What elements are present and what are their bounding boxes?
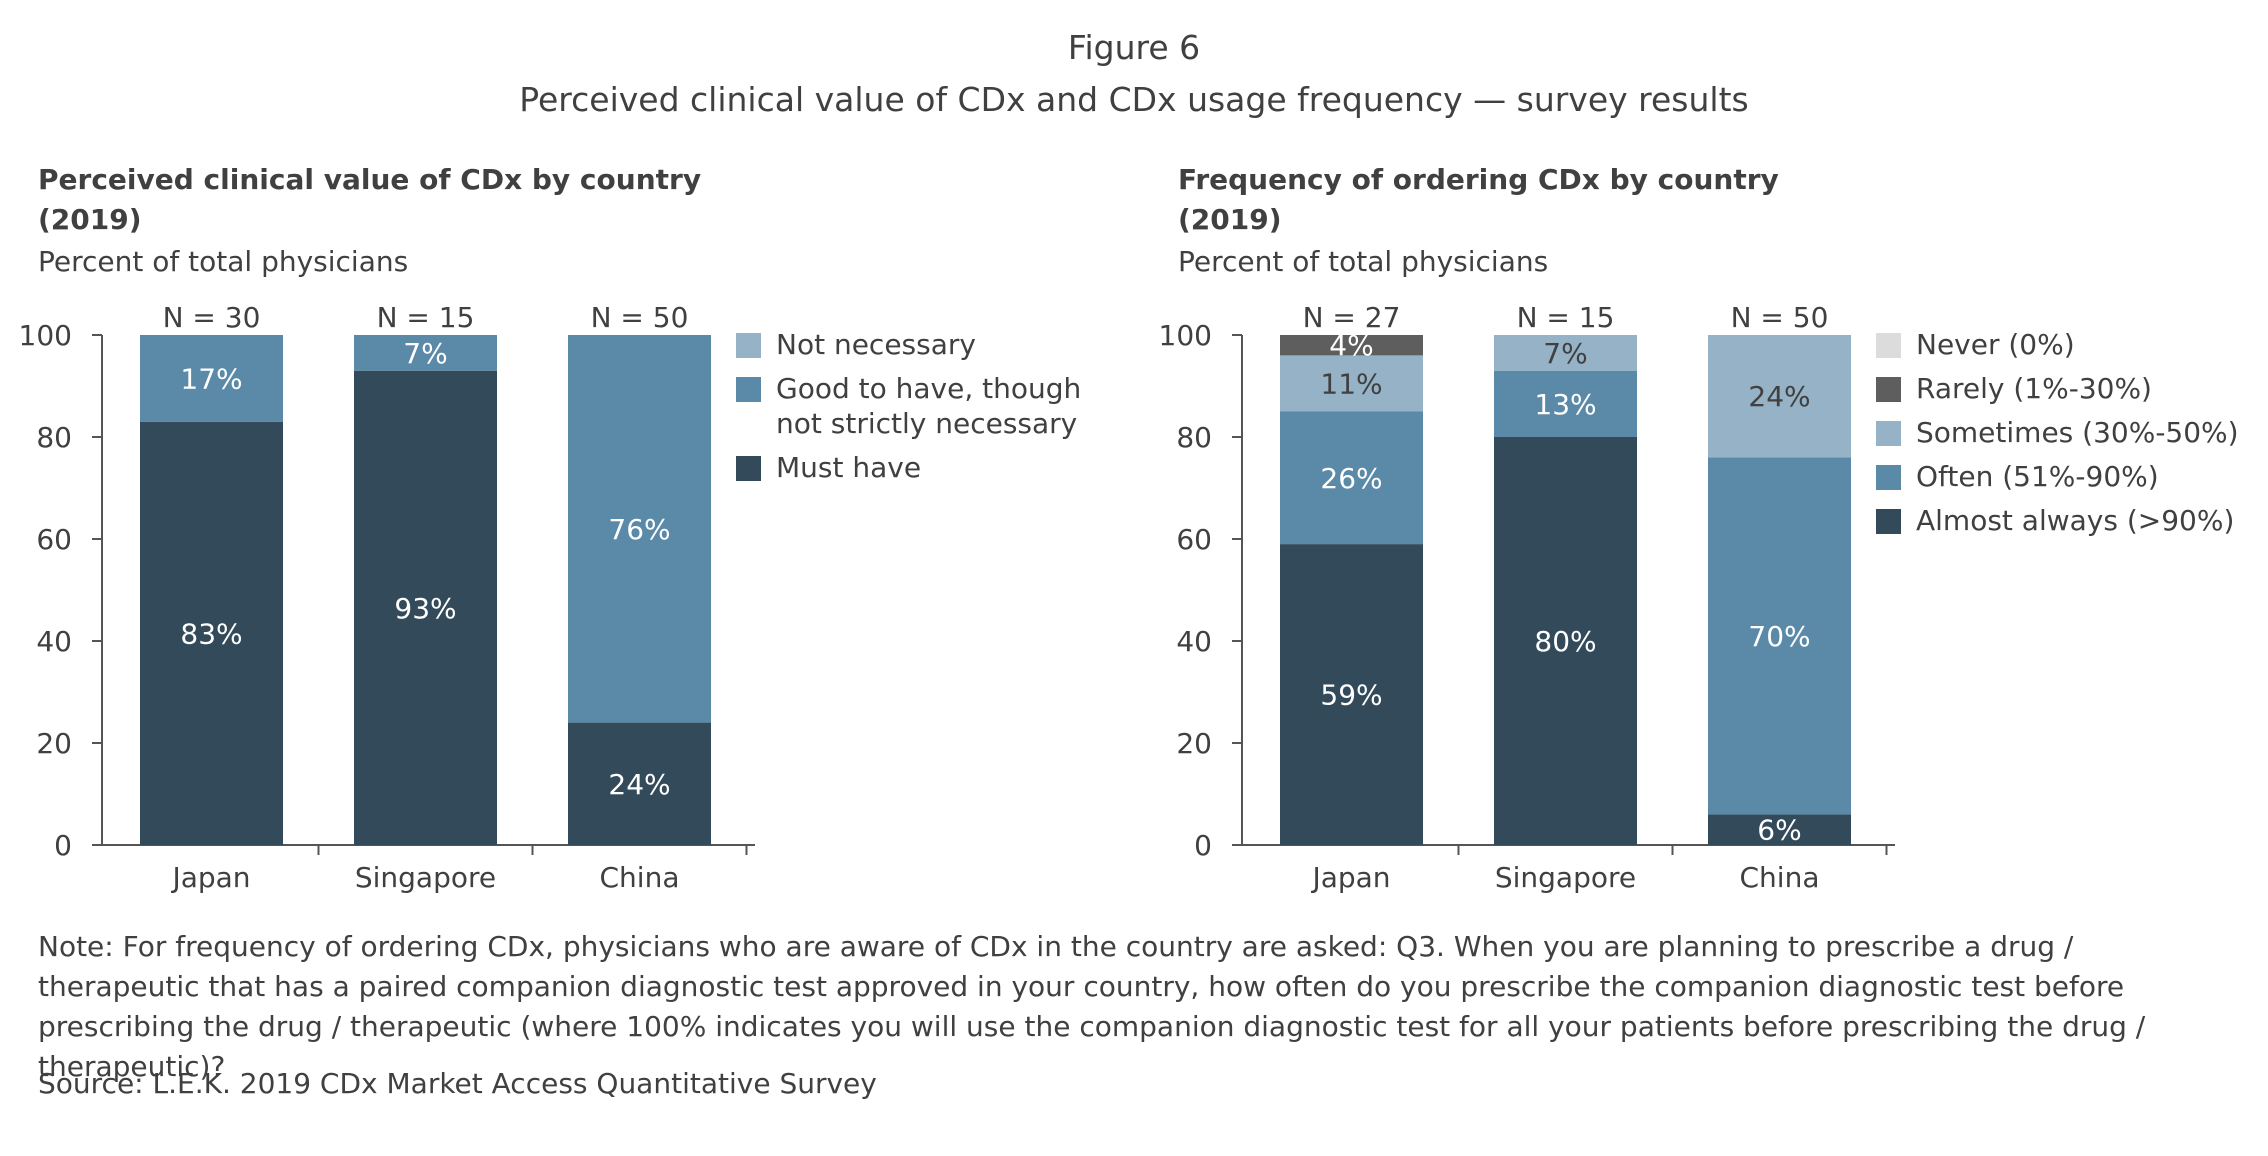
data-label-japan-4: 4% [1329, 329, 1373, 362]
y-tick-label: 60 [36, 523, 72, 556]
right-stacked-bar-chart: 0 20 40 60 80 100 59% 26% 11% 4%N = 27 Japan 80% 13%… [1159, 301, 2239, 894]
x-category-label: Japan [170, 861, 250, 894]
chart-1-plot: 0 20 40 60 80 100 83% 17% N = 30 Japan 93% 7%N = 15… [19, 301, 755, 894]
y-tick-label: 100 [1159, 319, 1212, 352]
legend-label: Good to have, though [776, 372, 1081, 405]
legend-label: Sometimes (30%-50%) [1916, 416, 2239, 449]
chart-2-plot: 0 20 40 60 80 100 59% 26% 11% 4%N = 27 Japan 80% 13%… [1159, 301, 1895, 894]
figure-source: Source: L.E.K. 2019 CDx Market Access Qu… [38, 1067, 877, 1100]
data-label-japan-2: 17% [180, 362, 242, 395]
sample-size-label: N = 30 [163, 301, 261, 334]
y-tick-label: 100 [19, 319, 72, 352]
y-tick-label: 40 [36, 625, 72, 658]
bar-segment-singapore-2 [354, 335, 497, 371]
sample-size-label: N = 50 [1731, 301, 1829, 334]
data-label-singapore-3: 7% [1543, 337, 1587, 370]
data-label-singapore-2: 13% [1534, 388, 1596, 421]
y-tick-label: 80 [36, 421, 72, 454]
sample-size-label: N = 15 [377, 301, 475, 334]
chart-2-legend: Never (0%) Rarely (1%-30%) Sometimes (30%-… [1876, 328, 2239, 537]
x-category-label: Singapore [1495, 861, 1636, 894]
legend-swatch [1876, 421, 1901, 446]
left-chart-title: Perceived clinical value of CDx by count… [38, 160, 701, 240]
data-label-japan-1: 83% [180, 617, 242, 650]
data-label-china-1: 6% [1757, 814, 1801, 847]
left-chart-subtitle: Percent of total physicians [38, 245, 409, 278]
figure-note: Note: For frequency of ordering CDx, phy… [38, 930, 2146, 1083]
left-chart-title-line1: Perceived clinical value of CDx by count… [38, 163, 702, 196]
bar-segment-china-1 [568, 722, 711, 845]
bar-segment-china-2 [568, 335, 711, 723]
left-stacked-bar-chart: 0 20 40 60 80 100 83% 17% N = 30 Japan 93% 7%N = 15… [19, 301, 1082, 894]
y-tick-label: 60 [1176, 523, 1212, 556]
legend-label: Must have [776, 451, 921, 484]
y-tick-label: 80 [1176, 421, 1212, 454]
legend-swatch [736, 456, 761, 481]
bar-segment-china-2 [1708, 457, 1851, 815]
y-tick-label: 20 [1176, 727, 1212, 760]
legend-label: Never (0%) [1916, 328, 2075, 361]
figure-title: Perceived clinical value of CDx and CDx … [519, 80, 1749, 119]
legend-swatch [1876, 465, 1901, 490]
x-category-label: Japan [1310, 861, 1390, 894]
legend-label: Not necessary [776, 328, 976, 361]
right-chart-subtitle: Percent of total physicians [1178, 245, 1549, 278]
bar-segment-china-3 [1708, 335, 1851, 458]
data-label-china-2: 70% [1748, 620, 1810, 653]
y-tick-label: 20 [36, 727, 72, 760]
legend-swatch [1876, 509, 1901, 534]
legend-label: Almost always (>90%) [1916, 504, 2234, 537]
bar-segment-china-1 [1708, 814, 1851, 845]
legend-swatch [736, 377, 761, 402]
bar-segment-singapore-1 [354, 370, 497, 845]
data-label-singapore-1: 80% [1534, 625, 1596, 658]
bar-segment-japan-2 [140, 335, 283, 422]
data-label-singapore-1: 93% [394, 592, 456, 625]
bar-segment-japan-2 [1280, 411, 1423, 545]
legend-swatch [736, 333, 761, 358]
bar-segment-japan-1 [140, 421, 283, 845]
bar-segment-singapore-1 [1494, 437, 1637, 845]
sample-size-label: N = 15 [1517, 301, 1615, 334]
sample-size-label: N = 50 [591, 301, 689, 334]
bar-segment-japan-1 [1280, 544, 1423, 845]
figure-label: Figure 6 [1067, 28, 1201, 67]
bar-segment-japan-4 [1280, 335, 1423, 356]
right-chart-title-line1: Frequency of ordering CDx by country [1178, 163, 1779, 196]
data-label-japan-2: 26% [1320, 462, 1382, 495]
y-tick-label: 0 [1194, 829, 1212, 862]
legend-label: Rarely (1%-30%) [1916, 372, 2152, 405]
legend-swatch [1876, 377, 1901, 402]
data-label-japan-1: 59% [1320, 679, 1382, 712]
legend-swatch [1876, 333, 1901, 358]
data-label-singapore-2: 7% [403, 337, 447, 370]
right-chart-title-line2: (2019) [1178, 203, 1282, 236]
right-chart-title: Frequency of ordering CDx by country (20… [1178, 160, 1779, 240]
legend-label: Often (51%-90%) [1916, 460, 2159, 493]
data-label-japan-3: 11% [1320, 367, 1382, 400]
sample-size-label: N = 27 [1303, 301, 1401, 334]
data-label-china-1: 24% [608, 768, 670, 801]
data-label-china-2: 76% [608, 513, 670, 546]
bar-segment-singapore-3 [1494, 335, 1637, 371]
data-label-china-3: 24% [1748, 380, 1810, 413]
left-chart-title-line2: (2019) [38, 203, 142, 236]
x-category-label: China [1740, 861, 1820, 894]
bar-segment-singapore-2 [1494, 370, 1637, 437]
x-category-label: Singapore [355, 861, 496, 894]
legend-label: not strictly necessary [776, 407, 1077, 440]
y-tick-label: 40 [1176, 625, 1212, 658]
x-category-label: China [600, 861, 680, 894]
bar-segment-japan-3 [1280, 355, 1423, 412]
y-tick-label: 0 [54, 829, 72, 862]
